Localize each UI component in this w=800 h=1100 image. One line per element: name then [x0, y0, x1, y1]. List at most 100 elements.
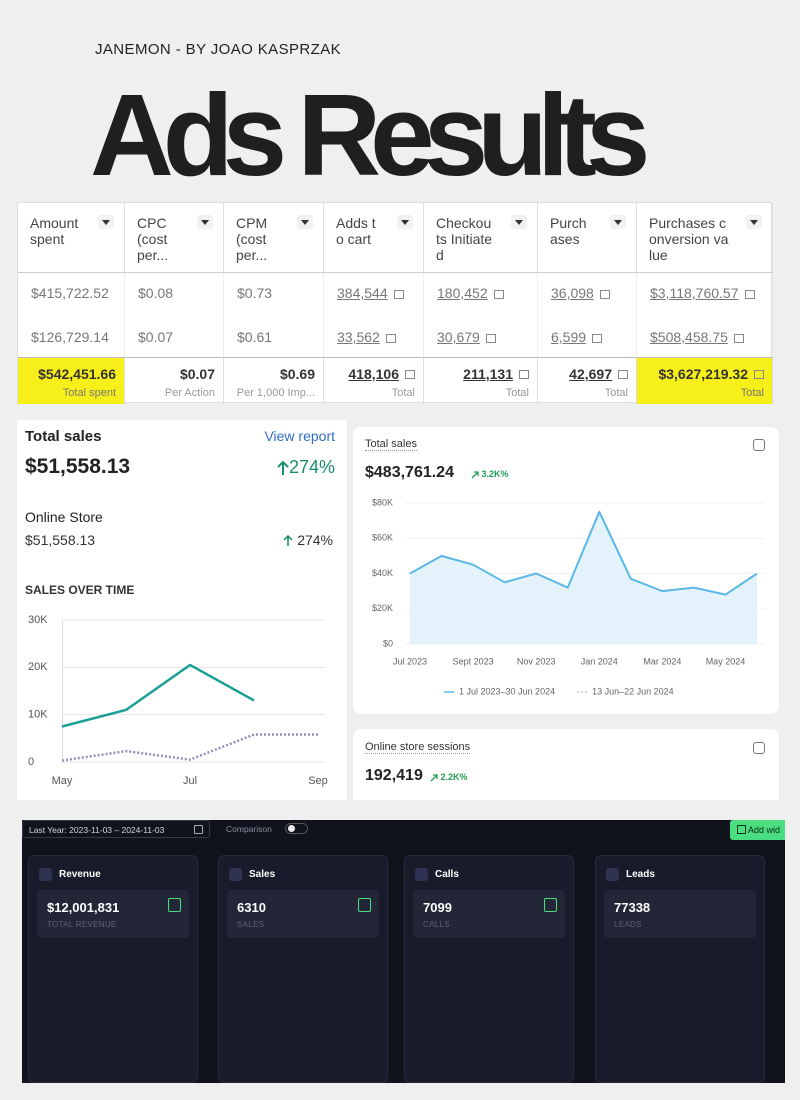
total-label: Total	[740, 387, 764, 399]
card-title: Calls	[435, 869, 459, 880]
dropdown-icon	[197, 215, 213, 229]
cell-icon	[733, 333, 744, 343]
cell-text: 33,562	[337, 329, 380, 345]
card-value: 6310	[237, 900, 266, 915]
add-widget-button[interactable]: Add wid	[730, 820, 785, 840]
total-cell: $542,451.66 Total spent	[18, 357, 125, 404]
total-label: Per Action	[164, 387, 215, 399]
table-cell: $3,118,760.57	[637, 273, 773, 317]
value-box: 7099 CALLS	[413, 890, 565, 938]
total-label: Total	[604, 387, 628, 399]
comparison-label: Comparison	[226, 824, 272, 834]
change-text: 3.2K%	[481, 469, 509, 479]
value-box: 77338 LEADS	[604, 890, 756, 938]
panel-title: Total sales	[25, 428, 102, 445]
metric-card: Revenue $12,001,831 TOTAL REVENUE	[28, 855, 198, 1083]
total-cell: 418,106 Total	[324, 357, 424, 404]
total-cell: 42,697 Total	[538, 357, 637, 404]
arrow-icon	[471, 470, 479, 479]
total-value: 418,106	[348, 366, 399, 382]
total-cell: $0.07 Per Action	[125, 357, 224, 404]
cell-text: $3,118,760.57	[650, 285, 739, 301]
arrow-icon	[430, 773, 438, 782]
total-cell: $0.69 Per 1,000 Imp...	[224, 357, 324, 404]
card-value: 192,419	[365, 767, 423, 784]
arrow-icon	[283, 535, 293, 547]
table-cell: $0.07	[125, 317, 224, 357]
cell-text: $0.73	[237, 285, 273, 301]
page-title: Ads Results	[90, 70, 650, 200]
cell-icon	[385, 333, 396, 343]
table-cell: $0.08	[125, 273, 224, 317]
column-header: Amount spent	[18, 203, 125, 273]
channel-name: Online Store	[25, 509, 103, 525]
table-cell: 180,452	[424, 273, 538, 317]
total-value: 42,697	[569, 366, 612, 382]
card-icon	[229, 868, 242, 881]
card-change: 3.2K%	[471, 469, 509, 479]
cell-icon	[754, 370, 764, 380]
table-cell: $0.61	[224, 317, 324, 357]
cell-text: $508,458.75	[650, 329, 728, 345]
cell-text: $126,729.14	[31, 329, 109, 345]
header-text: Purchases conversion value	[649, 215, 729, 263]
header-text: CPC (cost per...	[137, 215, 169, 263]
comparison-toggle[interactable]	[285, 823, 308, 834]
total-label: Total	[391, 387, 415, 399]
button-label: Add wid	[748, 825, 781, 835]
metric-card: Calls 7099 CALLS	[404, 855, 574, 1083]
card-icon	[415, 868, 428, 881]
total-cell: 211,131 Total	[424, 357, 538, 404]
header-text: Checkouts Initiated	[436, 215, 493, 263]
cell-text: $0.07	[138, 329, 174, 345]
column-header: CPC (cost per...	[125, 203, 224, 273]
cell-text: 384,544	[337, 285, 388, 301]
sales-card: Total sales $483,761.24 3.2K%	[353, 427, 779, 714]
table-cell: $0.73	[224, 273, 324, 317]
card-icon	[606, 868, 619, 881]
dropdown-icon	[746, 215, 762, 229]
card-title: Sales	[249, 869, 276, 880]
cell-text: 6,599	[551, 329, 587, 345]
card-amount: $483,761.24	[365, 464, 454, 481]
column-header: Checkouts Initiated	[424, 203, 538, 273]
header-text: Amount spent	[30, 215, 79, 247]
total-cell: $3,627,219.32 Total	[637, 357, 773, 404]
table-cell: 30,679	[424, 317, 538, 357]
arrow-icon	[277, 460, 289, 476]
table-cell: $126,729.14	[18, 317, 125, 357]
channel-amount: $51,558.13	[25, 532, 96, 548]
channel-change: 274%	[283, 532, 333, 548]
card-title: Revenue	[59, 869, 101, 880]
card-icon	[753, 439, 765, 451]
card-value: $12,001,831	[47, 900, 120, 915]
card-label: SALES	[237, 920, 265, 929]
dollar-badge	[544, 898, 557, 912]
total-value: $3,627,219.32	[658, 366, 748, 382]
column-header: Adds to cart	[324, 203, 424, 273]
date-range-picker[interactable]: Last Year: 2023-11-03 – 2024-11-03	[22, 820, 210, 838]
cell-text: 36,098	[551, 285, 594, 301]
chart-title: SALES OVER TIME	[25, 583, 135, 597]
dollar-badge	[358, 898, 371, 912]
calendar-icon	[194, 825, 203, 834]
dropdown-icon	[297, 215, 313, 229]
total-label: Total spent	[62, 387, 116, 399]
dollar-badge	[168, 898, 181, 912]
table-cell: 33,562	[324, 317, 424, 357]
cell-icon	[744, 289, 755, 299]
card-icon	[753, 742, 765, 754]
card-label: TOTAL REVENUE	[47, 920, 117, 929]
table-cell: $415,722.52	[18, 273, 125, 317]
change-text: 274%	[288, 457, 335, 477]
cell-text: $0.08	[138, 285, 174, 301]
dropdown-icon	[511, 215, 527, 229]
change-text: 2.2K%	[440, 772, 468, 782]
cell-icon	[599, 289, 610, 299]
table-cell: $508,458.75	[637, 317, 773, 357]
cell-icon	[493, 289, 504, 299]
view-report-link[interactable]: View report	[264, 428, 335, 444]
card-icon	[39, 868, 52, 881]
card-title: Total sales	[365, 438, 417, 451]
